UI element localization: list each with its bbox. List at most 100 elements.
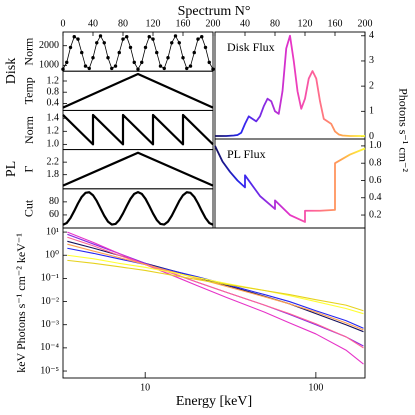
panel-label: Disk Flux: [227, 40, 275, 54]
y-tick-label: 2.2: [47, 156, 60, 167]
y-tick-label: 0.6: [369, 175, 382, 186]
group-label: Disk: [4, 58, 19, 84]
y-tick-label: 0.8: [369, 157, 382, 168]
data-line: [62, 190, 214, 226]
data-point: [147, 35, 151, 39]
data-point: [106, 56, 110, 60]
data-point: [95, 41, 99, 45]
y-tick-label: 1.4: [47, 113, 60, 124]
data-point: [166, 56, 170, 60]
data-point: [102, 41, 106, 45]
data-point: [170, 41, 174, 45]
y-tick-label: 4: [369, 30, 374, 41]
data-point: [158, 64, 163, 68]
data-line: [67, 231, 364, 365]
y-tick-label: 1.2: [47, 75, 60, 86]
y-tick-label: 10⁻⁴: [40, 342, 59, 353]
data-point: [196, 37, 200, 41]
data-point: [61, 67, 65, 71]
top-tick-label: 200: [358, 18, 373, 29]
data-point: [72, 35, 76, 39]
data-point: [65, 60, 69, 65]
top-tick-label: 200: [206, 18, 221, 29]
top-axis-label: Spectrum N°: [178, 4, 251, 19]
data-point: [203, 45, 208, 50]
data-point: [177, 41, 181, 45]
data-point: [128, 45, 133, 50]
y-tick-label: 0.2: [369, 209, 382, 220]
top-tick-label: 160: [328, 18, 343, 29]
y-tick-label: 10⁻³: [41, 319, 59, 330]
y-tick-label: 10⁻²: [41, 296, 59, 307]
data-point: [162, 66, 166, 71]
y-axis-label: Norm: [22, 37, 36, 66]
data-point: [181, 56, 185, 60]
group-label: PL: [4, 161, 19, 177]
data-point: [211, 67, 215, 71]
y-tick-label: 2: [369, 80, 374, 91]
x-axis-label: Energy [keV]: [176, 394, 252, 409]
data-point: [173, 34, 178, 38]
top-tick-label: 80: [118, 18, 128, 29]
top-tick-label: 120: [146, 18, 161, 29]
right-axis-label: Photons s⁻¹ cm⁻²: [396, 88, 410, 172]
data-point: [113, 64, 118, 68]
data-point: [91, 56, 95, 60]
top-tick-label: 40: [88, 18, 98, 29]
top-tick-label: 80: [270, 18, 280, 29]
top-tick-label: 40: [240, 18, 250, 29]
data-point: [68, 45, 73, 50]
top-tick-label: 160: [176, 18, 191, 29]
y-axis-label: Norm: [22, 115, 36, 144]
panel-label: PL Flux: [227, 147, 266, 161]
y-tick-label: 0: [369, 131, 374, 142]
y-tick-label: 10¹: [46, 226, 59, 237]
y-tick-label: 10⁰: [45, 250, 59, 261]
y-axis-label: keV Photons s⁻¹ cm⁻² keV⁻¹: [14, 233, 28, 373]
y-tick-label: 0.4: [369, 192, 382, 203]
data-point: [188, 64, 193, 68]
data-point: [83, 64, 88, 68]
data-line: [215, 34, 365, 137]
data-point: [136, 67, 140, 71]
y-tick-label: 10⁻⁵: [40, 365, 59, 376]
data-line: [62, 72, 214, 109]
y-tick-label: 2000: [39, 40, 59, 51]
data-point: [151, 37, 155, 41]
data-point: [117, 50, 121, 55]
data-point: [80, 50, 84, 55]
data-line: [67, 236, 364, 349]
y-tick-label: 0.8: [47, 86, 60, 97]
y-tick-label: 1000: [39, 60, 59, 71]
top-tick-label: 0: [61, 18, 66, 29]
data-point: [185, 66, 189, 71]
y-tick-label: 1.8: [47, 169, 60, 180]
data-point: [125, 35, 129, 39]
x-tick-label: 100: [308, 382, 323, 393]
data-point: [155, 50, 159, 55]
y-tick-label: 60: [49, 209, 59, 220]
data-line: [214, 145, 366, 223]
data-point: [192, 50, 196, 55]
y-tick-label: 1.0: [47, 139, 60, 150]
data-point: [200, 35, 204, 39]
data-point: [143, 45, 148, 50]
y-tick-label: 1.2: [47, 126, 60, 137]
y-tick-label: 10⁻¹: [41, 273, 59, 284]
data-point: [132, 60, 136, 65]
y-tick-label: 1: [369, 106, 374, 117]
y-axis-label: Cut: [22, 199, 36, 217]
y-tick-label: 1.0: [369, 140, 382, 151]
data-point: [140, 60, 144, 65]
x-tick-label: 10: [140, 382, 150, 393]
y-tick-label: 80: [49, 196, 59, 207]
data-line: [67, 259, 364, 312]
data-point: [110, 66, 114, 71]
data-point: [207, 60, 211, 65]
data-point: [76, 37, 80, 41]
data-line: [62, 151, 214, 187]
y-tick-label: 0.4: [47, 98, 60, 109]
